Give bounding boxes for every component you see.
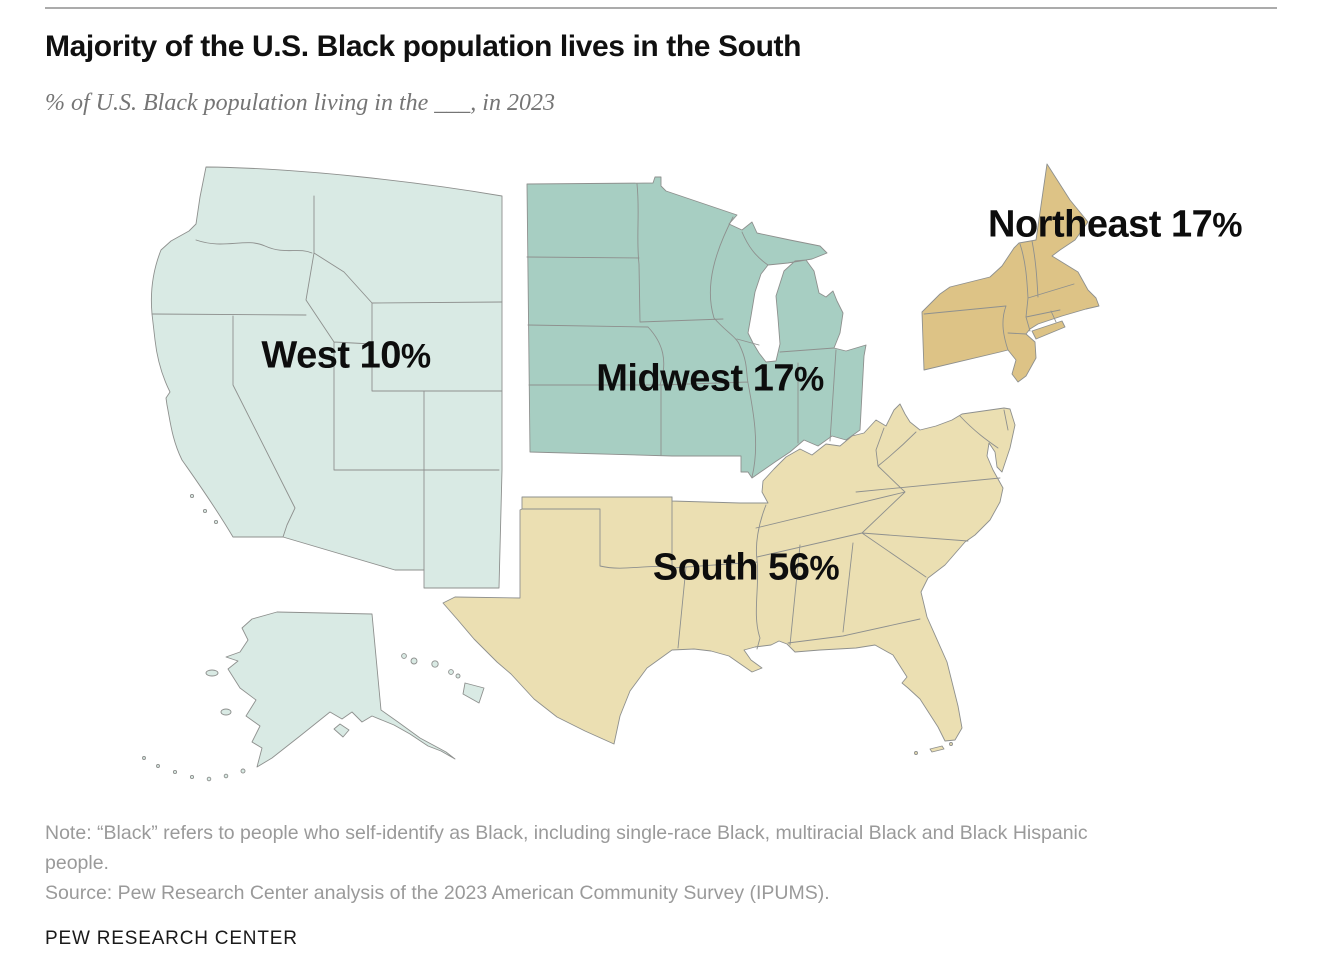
st-lawrence-island [205,669,219,677]
chart-title: Majority of the U.S. Black population li… [45,30,802,63]
kodiak-island [333,723,350,738]
midwest-state-borders [526,183,837,478]
florida-keys [914,742,953,755]
south-shape [442,403,1016,745]
chart-subtitle: % of U.S. Black population living in the… [45,90,555,116]
source-line: Source: Pew Research Center analysis of … [45,882,830,904]
alaska-shape [225,611,456,768]
label-northeast-pct: % [1212,206,1242,245]
label-west-value: 10 [359,334,402,377]
label-northeast-value: 17 [1170,203,1213,246]
south-state-borders [521,409,1009,650]
label-midwest: Midwest 17% [596,357,824,401]
map-region-midwest [526,176,867,479]
long-island-shape [1031,320,1066,340]
map-region-west [142,166,503,782]
label-south-value: 56 [768,546,810,589]
label-south: South 56% [652,546,840,590]
map-region-northeast [921,163,1100,383]
label-midwest-value: 17 [752,357,795,400]
label-south-name: South [652,546,759,589]
footnotes: Note: “Black” refers to people who self-… [45,818,1285,908]
label-west-pct: % [400,337,431,376]
northeast-shape [921,163,1100,383]
label-west: West 10% [261,334,431,378]
label-west-name: West [261,334,350,377]
label-midwest-name: Midwest [596,357,743,400]
note-line-2: people. [45,852,109,874]
note-line-1: Note: “Black” refers to people who self-… [45,822,1088,844]
channel-islands [189,493,219,525]
northeast-state-borders [923,240,1075,351]
label-northeast: Northeast 17% [988,204,1242,247]
map-region-south [442,403,1016,755]
aleutian-islands [142,756,246,782]
west-mainland-shape [150,166,503,589]
label-south-pct: % [809,549,840,588]
pew-research-center-wordmark: PEW RESEARCH CENTER [45,928,298,949]
nunivak-island [220,708,232,716]
west-state-borders [151,195,503,571]
top-divider-rule [45,7,1277,9]
label-northeast-name: Northeast [988,203,1161,246]
hawaii-islands [401,653,485,704]
label-midwest-pct: % [794,360,824,399]
midwest-shape [526,176,867,479]
